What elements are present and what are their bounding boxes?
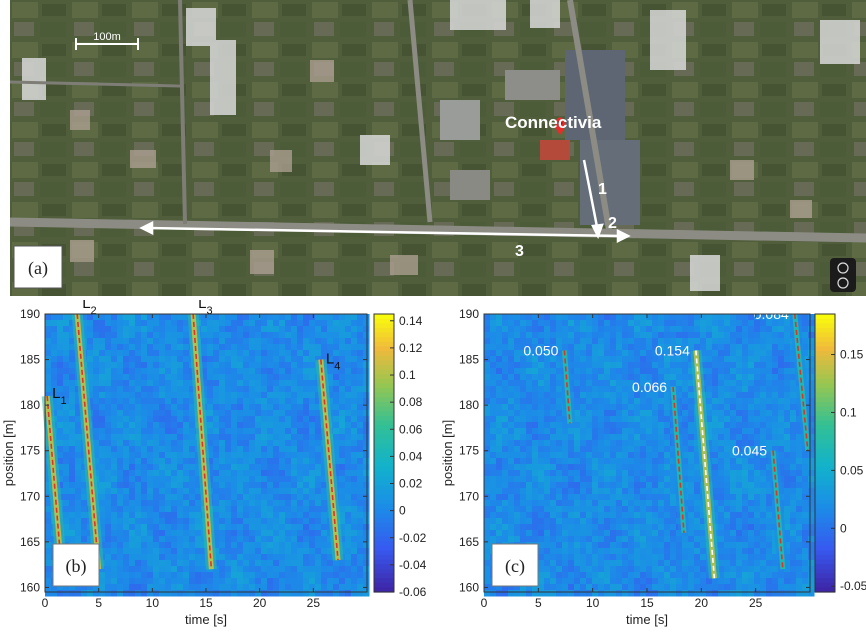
colorbar [373, 313, 395, 593]
scale-label: 100m [93, 31, 121, 43]
track-2-dashline [672, 386, 685, 533]
y-tick-label: 185 [459, 353, 479, 367]
company-label: Connectivia [505, 113, 602, 132]
colorbar-tick-label: 0.04 [399, 449, 423, 463]
track-3-dashline [192, 313, 213, 570]
fiber-route-arrows [139, 159, 631, 244]
x-tick-label: 10 [146, 596, 160, 610]
y-tick-label: 170 [20, 489, 40, 503]
colorbar-tick-label: 0 [399, 504, 406, 518]
y-axis-label: position [m] [440, 420, 455, 486]
x-axis-label: time [s] [185, 612, 227, 627]
track-4-dashline [320, 359, 339, 561]
y-tick-label: 170 [459, 489, 479, 503]
y-tick-label: 180 [20, 398, 40, 412]
track-1-dashline [46, 395, 61, 552]
track-1-dashline [563, 350, 571, 424]
colorbar-tick-label: -0.04 [399, 558, 427, 572]
y-axis-label: position [m] [1, 420, 16, 486]
y-tick-label: 190 [20, 307, 40, 321]
x-tick-label: 0 [42, 596, 49, 610]
y-tick-label: 190 [459, 307, 479, 321]
panel-label-box [491, 543, 539, 587]
map-zoom-control[interactable] [830, 258, 856, 292]
y-tick-label: 160 [20, 580, 40, 594]
y-tick-label: 185 [20, 353, 40, 367]
y-tick-label: 175 [459, 444, 479, 458]
x-tick-label: 15 [640, 596, 654, 610]
panel-label-a: (a) [28, 258, 48, 279]
aerial-map: 100m Connectivia 1 2 3 (a) [10, 0, 866, 296]
x-tick-label: 20 [695, 596, 709, 610]
x-tick-label: 20 [253, 596, 267, 610]
colorbar-tick-label: -0.02 [399, 531, 427, 545]
track-value-label-3: 0.154 [655, 342, 690, 358]
y-tick-label: 165 [459, 535, 479, 549]
colorbar-tick-label: 0.08 [399, 395, 423, 409]
track-value-label-4: 0.045 [732, 443, 767, 459]
colorbar-tick-label: 0.12 [399, 341, 423, 355]
colorbar-tick-label: 0.15 [840, 348, 864, 362]
x-tick-label: 5 [535, 596, 542, 610]
fiber-label-3: 3 [515, 243, 524, 260]
x-tick-label: 25 [307, 596, 321, 610]
colorbar-tick-label: 0.05 [840, 463, 864, 477]
x-tick-label: 10 [586, 596, 600, 610]
track-value-label-2: 0.066 [632, 379, 667, 395]
fiber-label-1: 1 [598, 181, 607, 198]
colorbar-tick-label: 0.02 [399, 477, 423, 491]
x-axis-label: time [s] [626, 612, 668, 627]
panel-label: (c) [505, 556, 525, 577]
location-pin-icon [555, 117, 565, 135]
panel-label-box-a [13, 245, 63, 289]
colorbar-tick-label: 0.06 [399, 422, 423, 436]
scale-bar [75, 38, 139, 50]
y-tick-label: 175 [20, 444, 40, 458]
colorbar [814, 313, 836, 593]
x-tick-label: 5 [95, 596, 102, 610]
y-tick-label: 165 [20, 535, 40, 549]
x-tick-label: 15 [199, 596, 213, 610]
colorbar-tick-label: 0 [840, 521, 847, 535]
track-2-dashline [76, 313, 100, 570]
panel-label-box [52, 543, 100, 587]
track-5-dashline [793, 313, 809, 451]
colorbar-tick-label: 0.1 [399, 368, 416, 382]
colorbar-tick-label: -0.05 [840, 579, 866, 593]
fiber-label-2: 2 [608, 215, 617, 232]
colorbar-tick-label: 0.14 [399, 314, 423, 328]
panel-label: (b) [66, 556, 87, 577]
colorbar-tick-label: 0.1 [840, 405, 857, 419]
track-value-label-1: 0.050 [523, 342, 558, 358]
track-3-dashline [695, 350, 716, 579]
x-tick-label: 0 [481, 596, 488, 610]
colorbar-tick-label: -0.06 [399, 585, 427, 599]
y-tick-label: 160 [459, 580, 479, 594]
x-tick-label: 25 [749, 596, 763, 610]
y-tick-label: 180 [459, 398, 479, 412]
track-4-dashline [772, 450, 784, 570]
